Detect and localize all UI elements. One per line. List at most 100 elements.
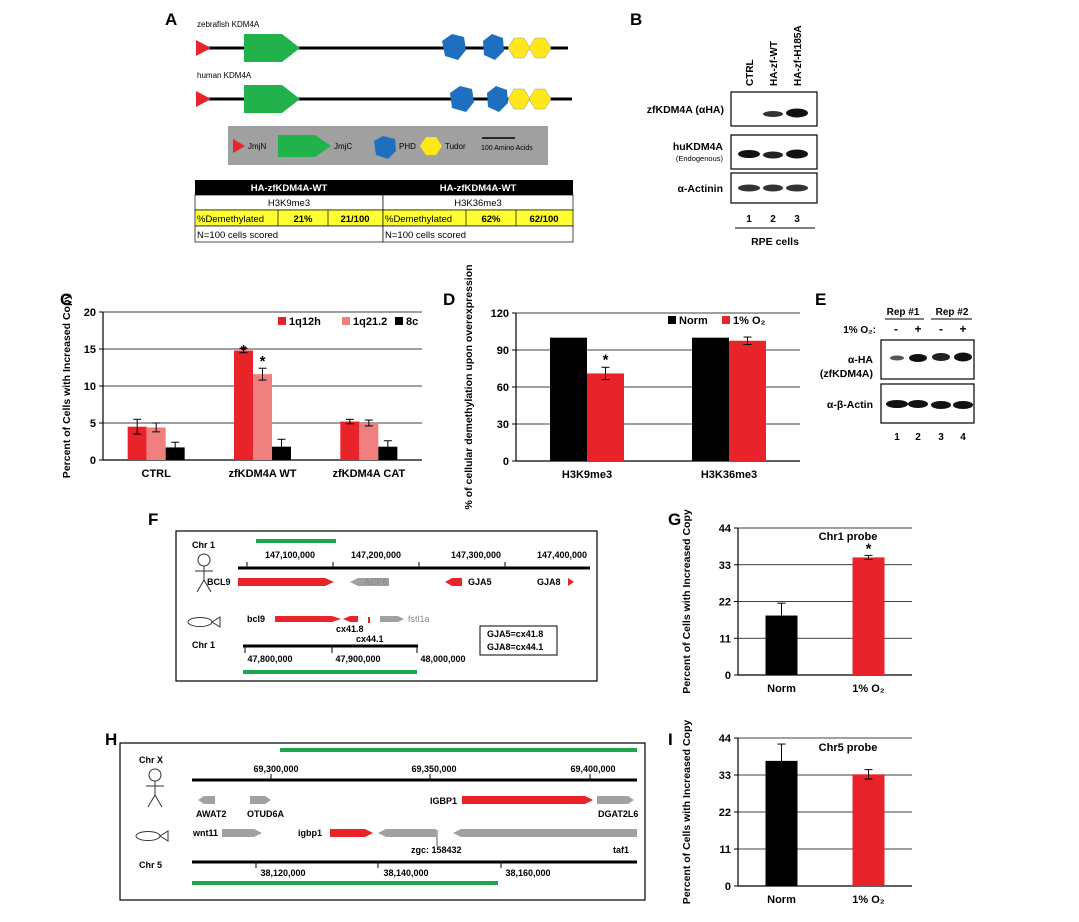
band-e-ha-1 bbox=[890, 355, 904, 361]
bar-1q21.2-0 bbox=[146, 427, 166, 460]
band-b-actinin-3 bbox=[786, 184, 808, 192]
h-human-chr-label: Chr X bbox=[139, 755, 163, 765]
y-axis-label: % of cellular demethylation upon overexp… bbox=[463, 264, 475, 509]
zf-phd-domain-1 bbox=[442, 34, 466, 60]
bar-8c-2 bbox=[378, 446, 398, 460]
o2-label: 1% O₂: bbox=[843, 325, 876, 336]
lane-label-h185a: HA-zf-H185A bbox=[793, 25, 804, 86]
band-b-hu-1 bbox=[738, 150, 760, 158]
band-e-ha-4 bbox=[954, 352, 972, 362]
f-label-cx418: cx41.8 bbox=[336, 624, 364, 634]
bar-1q21.2-1 bbox=[253, 374, 272, 460]
h-fish-ticks bbox=[255, 862, 502, 868]
table2-frac: 62/100 bbox=[529, 214, 558, 225]
chart-i: 0 11 22 33 44 Percent of Cells with Increased… bbox=[681, 720, 912, 906]
sign-2: + bbox=[914, 322, 921, 336]
f-human-chr-label: Chr 1 bbox=[192, 540, 215, 550]
x-category-label: 1% O₂ bbox=[852, 894, 885, 906]
y-tick-label: 0 bbox=[725, 670, 731, 682]
hu-tudor-domain-1 bbox=[507, 88, 531, 110]
sign-1: - bbox=[894, 322, 898, 336]
hu-jmjn-domain bbox=[196, 91, 211, 107]
bar-1q12h-0 bbox=[127, 426, 147, 460]
y-tick-label: 90 bbox=[497, 345, 509, 357]
h-label-dgat2l6: DGAT2L6 bbox=[598, 809, 638, 819]
significance-star: * bbox=[241, 342, 247, 359]
band-b-hu-2 bbox=[763, 151, 783, 159]
y-tick-label: 10 bbox=[84, 381, 96, 393]
y-tick-label: 60 bbox=[497, 382, 509, 394]
lane-number-e-4: 4 bbox=[960, 432, 966, 443]
panel-letter-d: D bbox=[443, 290, 455, 309]
h-label-igbp1: IGBP1 bbox=[430, 796, 457, 806]
band-b-hu-3 bbox=[786, 149, 808, 159]
row-label-endogenous: (Endogenous) bbox=[676, 154, 724, 163]
panel-b: CTRL HA-zf-WT HA-zf-H185A zfKDM4A (αHA) … bbox=[647, 25, 818, 248]
row-label-actinin: α-Actinin bbox=[677, 183, 723, 195]
table1-header-bg bbox=[195, 180, 383, 195]
h-human-tick-2: 69,350,000 bbox=[411, 764, 456, 774]
f-label-fstl1a: fstl1a bbox=[408, 614, 430, 624]
y-tick-label: 44 bbox=[719, 523, 732, 535]
rep1-label: Rep #1 bbox=[887, 307, 920, 318]
lane-number-b-1: 1 bbox=[746, 214, 752, 225]
panel-letter-c: C bbox=[60, 290, 72, 309]
bar-1q12h-2 bbox=[340, 421, 360, 460]
y-tick-label: 11 bbox=[719, 633, 731, 645]
h-human-icon bbox=[146, 768, 164, 808]
e-row-label-zfkdm4a: (zfKDM4A) bbox=[820, 368, 873, 380]
y-tick-label: 22 bbox=[719, 807, 731, 819]
panel-letter-b: B bbox=[630, 10, 642, 29]
h-label-igbp1-fish: igbp1 bbox=[298, 828, 322, 838]
significance-star: * bbox=[603, 351, 609, 368]
lane-label-ctrl: CTRL bbox=[745, 59, 756, 86]
f-human-tick-2: 147,200,000 bbox=[351, 550, 401, 560]
y-tick-label: 120 bbox=[491, 308, 509, 320]
panel-e: Rep #1 Rep #2 1% O₂: - + - + α-HA (zfKDM… bbox=[820, 307, 975, 443]
legend-label-1q21.2: 1q21.2 bbox=[353, 316, 387, 328]
legend-label-1q12h: 1q12h bbox=[289, 316, 321, 328]
rep2-label: Rep #2 bbox=[936, 307, 969, 318]
panel-letters: A B C D E F G H I bbox=[60, 10, 826, 749]
y-tick-label: 33 bbox=[719, 560, 731, 572]
h-label-awat2: AWAT2 bbox=[196, 809, 226, 819]
table1-pct: 21% bbox=[293, 214, 313, 225]
f-fish-tick-2: 47,900,000 bbox=[335, 654, 380, 664]
human-label: human KDM4A bbox=[197, 71, 252, 80]
cells-label: RPE cells bbox=[751, 236, 799, 248]
h-fish-tick-1: 38,120,000 bbox=[260, 868, 305, 878]
y-tick-label: 15 bbox=[84, 344, 96, 356]
f-label-bcl9: BCL9 bbox=[207, 577, 231, 587]
h-gene-taf1 bbox=[453, 829, 637, 837]
h-label-zgc: zgc: 158432 bbox=[411, 845, 462, 855]
sign-4: + bbox=[959, 322, 966, 336]
significance-star: * bbox=[260, 353, 266, 370]
x-category-label: Norm bbox=[767, 683, 796, 695]
f-label-bcl9-fish: bcl9 bbox=[247, 614, 265, 624]
zf-jmjc-domain bbox=[244, 34, 300, 62]
row-label-hukdm4a: huKDM4A bbox=[673, 141, 724, 153]
scale-label: 100 Amino Acids bbox=[481, 145, 533, 152]
chart-title: Chr1 probe bbox=[819, 531, 878, 543]
table2-note-cell bbox=[382, 225, 574, 243]
legend-label-8c: 8c bbox=[406, 316, 418, 328]
chart-c: 0 5 10 15 20 Percent of Cells with Increased … bbox=[61, 294, 422, 480]
band-b-ha-3 bbox=[786, 108, 808, 118]
f-gene-acp6 bbox=[350, 578, 389, 586]
legend-swatch-8c bbox=[395, 317, 403, 325]
x-category-label: zfKDM4A WT bbox=[228, 468, 296, 480]
legend-jmjn-icon bbox=[233, 139, 245, 153]
hu-phd-domain-1 bbox=[450, 86, 474, 112]
f-human-ticks bbox=[246, 562, 506, 568]
h-label-wnt11: wnt11 bbox=[192, 828, 218, 838]
bar-1q12h-1 bbox=[234, 350, 253, 460]
y-axis-label: Percent of Cells with Increased Copy bbox=[61, 294, 73, 479]
band-e-actin-4 bbox=[953, 401, 973, 409]
band-e-actin-2 bbox=[908, 400, 928, 408]
bar-hypoxia-1 bbox=[729, 340, 766, 461]
band-b-actinin-2 bbox=[763, 184, 783, 192]
h-fish-icon bbox=[135, 830, 169, 842]
y-tick-label: 0 bbox=[725, 881, 731, 893]
panel-letter-i: I bbox=[668, 730, 673, 749]
y-tick-label: 22 bbox=[719, 597, 731, 609]
